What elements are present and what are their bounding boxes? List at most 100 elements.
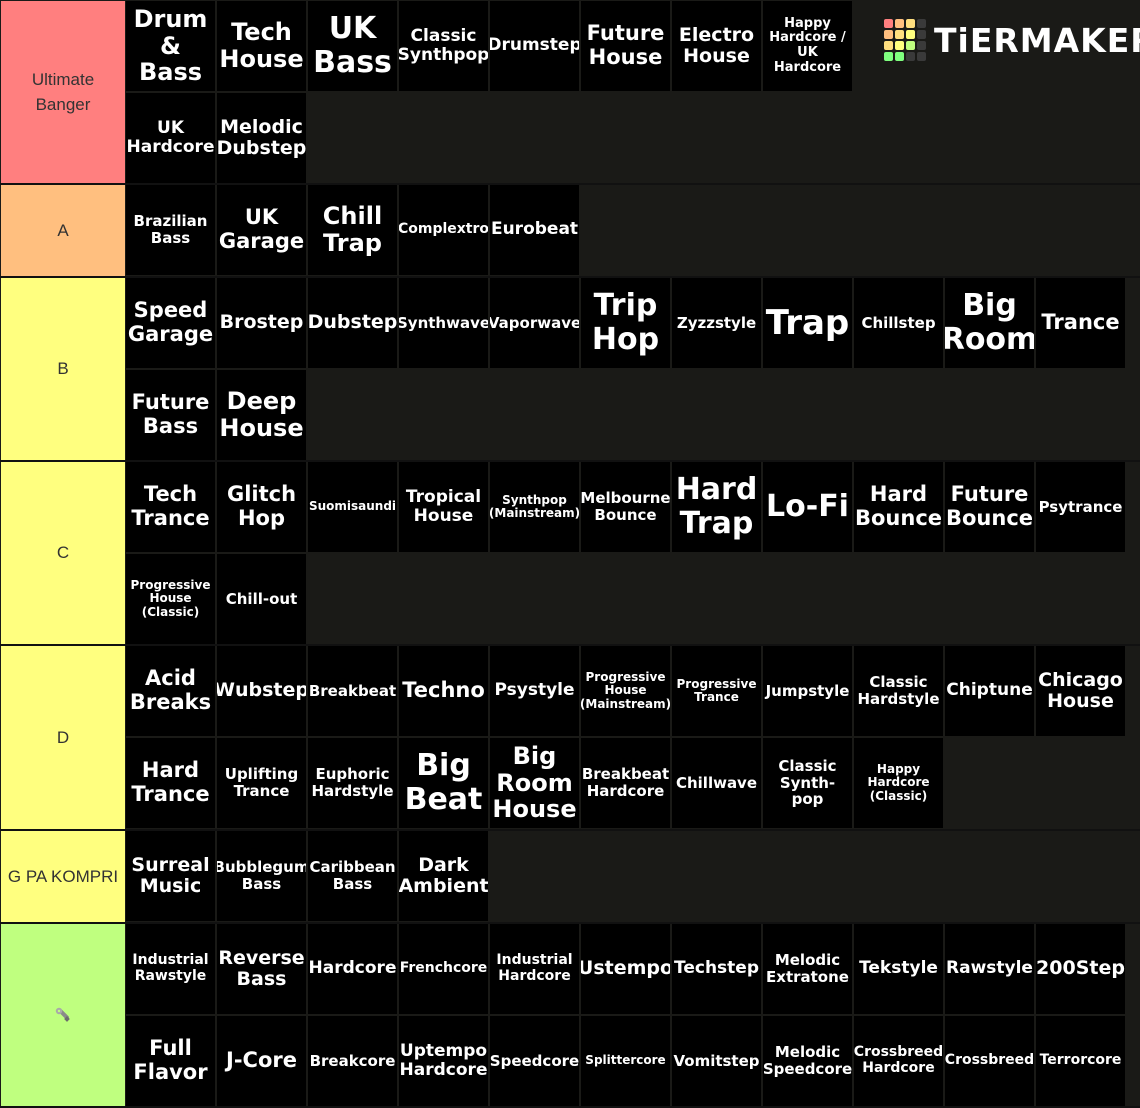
tier-item-tile[interactable]: Future House	[581, 1, 670, 91]
tier-item-tile[interactable]: Tropical House	[399, 462, 488, 552]
tier-item-tile[interactable]: Dark Ambient	[399, 831, 488, 921]
tier-item-tile[interactable]: Breakcore	[308, 1016, 397, 1106]
tier-item-tile[interactable]: Frenchcore	[399, 924, 488, 1014]
tier-item-tile[interactable]: Hard Trap	[672, 462, 761, 552]
tier-item-tile[interactable]: Eurobeat	[490, 185, 579, 275]
tier-item-label: Jumpstyle	[765, 681, 850, 700]
tier-item-tile[interactable]: Complextro	[399, 185, 488, 275]
tier-item-tile[interactable]: Techno	[399, 646, 488, 736]
tier-item-tile[interactable]: Trip Hop	[581, 278, 670, 368]
tier-item-tile[interactable]: Acid Breaks	[126, 646, 215, 736]
tier-item-tile[interactable]: Classic Synthpop	[399, 1, 488, 91]
tier-item-tile[interactable]: Happy Hardcore (Classic)	[854, 738, 943, 828]
tier-item-tile[interactable]: Melbourne Bounce	[581, 462, 670, 552]
tier-item-tile[interactable]: Vomitstep	[672, 1016, 761, 1106]
tier-item-tile[interactable]: Big Beat	[399, 738, 488, 828]
tier-item-tile[interactable]: Industrial Rawstyle	[126, 924, 215, 1014]
tier-item-tile[interactable]: UK Bass	[308, 1, 397, 91]
tier-item-tile[interactable]: Glitch Hop	[217, 462, 306, 552]
tier-item-tile[interactable]: Caribbean Bass	[308, 831, 397, 921]
tier-item-tile[interactable]: Crossbreed	[945, 1016, 1034, 1106]
tier-item-tile[interactable]: Melodic Speedcore	[763, 1016, 852, 1106]
tier-item-tile[interactable]: Techstep	[672, 924, 761, 1014]
tier-item-tile[interactable]: Progressive House (Classic)	[126, 554, 215, 644]
tier-item-tile[interactable]: Hard Trance	[126, 738, 215, 828]
tier-item-tile[interactable]: Melodic Dubstep	[217, 93, 306, 183]
tier-item-tile[interactable]: Brostep	[217, 278, 306, 368]
tier-item-tile[interactable]: Breakbeat Hardcore	[581, 738, 670, 828]
tier-item-tile[interactable]: Euphoric Hardstyle	[308, 738, 397, 828]
tier-item-tile[interactable]: Suomisaundi	[308, 462, 397, 552]
tier-item-tile[interactable]: Deep House	[217, 370, 306, 460]
tier-item-tile[interactable]: Classic Hardstyle	[854, 646, 943, 736]
tier-item-tile[interactable]: Chiptune	[945, 646, 1034, 736]
tier-item-tile[interactable]: Uplifting Trance	[217, 738, 306, 828]
tier-item-tile[interactable]: Future Bass	[126, 370, 215, 460]
tier-item-tile[interactable]: Jumpstyle	[763, 646, 852, 736]
logo-grid-cell	[884, 41, 893, 50]
tier-item-tile[interactable]: Ustempo	[581, 924, 670, 1014]
tier-label-ultimate-banger: Ultimate Banger	[1, 1, 125, 183]
tier-item-tile[interactable]: 200Step	[1036, 924, 1125, 1014]
tier-item-tile[interactable]: UK Hardcore	[126, 93, 215, 183]
tier-item-tile[interactable]: Speedcore	[490, 1016, 579, 1106]
tier-item-tile[interactable]: Progressive House (Mainstream)	[581, 646, 670, 736]
tier-item-tile[interactable]: Uptempo Hardcore	[399, 1016, 488, 1106]
tier-item-tile[interactable]: Breakbeat	[308, 646, 397, 736]
tier-item-tile[interactable]: Bubblegum Bass	[217, 831, 306, 921]
tier-separator	[0, 276, 1140, 278]
tier-item-tile[interactable]: Full Flavor	[126, 1016, 215, 1106]
tier-item-tile[interactable]: Melodic Extratone	[763, 924, 852, 1014]
tier-item-tile[interactable]: Psystyle	[490, 646, 579, 736]
tier-item-tile[interactable]: Chicago House	[1036, 646, 1125, 736]
tier-item-tile[interactable]: Hard Bounce	[854, 462, 943, 552]
tier-item-tile[interactable]: Vaporwave	[490, 278, 579, 368]
tier-item-tile[interactable]: UK Garage	[217, 185, 306, 275]
tier-item-label: Future Bounce	[945, 482, 1034, 530]
tier-item-tile[interactable]: Splittercore	[581, 1016, 670, 1106]
tier-item-tile[interactable]: Zyzzstyle	[672, 278, 761, 368]
tier-item-tile[interactable]: Synthwave	[399, 278, 488, 368]
logo-grid-cell	[917, 19, 926, 28]
logo-grid-cell	[906, 19, 915, 28]
tier-item-tile[interactable]: Trance	[1036, 278, 1125, 368]
tier-item-tile[interactable]: Big Room House	[490, 738, 579, 828]
tier-item-tile[interactable]: Electro House	[672, 1, 761, 91]
tier-item-tile[interactable]: Speed Garage	[126, 278, 215, 368]
tier-item-tile[interactable]: Drum & Bass	[126, 1, 215, 91]
tier-item-tile[interactable]: Chillwave	[672, 738, 761, 828]
tier-item-tile[interactable]: Rawstyle	[945, 924, 1034, 1014]
tier-item-tile[interactable]: Tech House	[217, 1, 306, 91]
tier-item-tile[interactable]: Wubstep	[217, 646, 306, 736]
tier-item-label: Big Room	[945, 288, 1034, 357]
tier-item-tile[interactable]: Dubstep	[308, 278, 397, 368]
tier-item-tile[interactable]: Industrial Hardcore	[490, 924, 579, 1014]
tier-item-tile[interactable]: Surreal Music	[126, 831, 215, 921]
tier-item-tile[interactable]: Chill Trap	[308, 185, 397, 275]
tier-item-tile[interactable]: Trap	[763, 278, 852, 368]
tier-item-tile[interactable]: Classic Synth-pop	[763, 738, 852, 828]
tier-item-tile[interactable]: Happy Hardcore / UK Hardcore	[763, 1, 852, 91]
tier-item-tile[interactable]: Brazilian Bass	[126, 185, 215, 275]
tier-item-tile[interactable]: Drumstep	[490, 1, 579, 91]
tier-item-tile[interactable]: Reverse Bass	[217, 924, 306, 1014]
tier-item-tile[interactable]: Chillstep	[854, 278, 943, 368]
tier-item-tile[interactable]: Psytrance	[1036, 462, 1125, 552]
tier-item-tile[interactable]: Progressive Trance	[672, 646, 761, 736]
tier-item-tile[interactable]: Tekstyle	[854, 924, 943, 1014]
tier-item-tile[interactable]: Chill-out	[217, 554, 306, 644]
tier-item-label: Chill-out	[225, 589, 298, 608]
logo-grid-cell	[884, 19, 893, 28]
tier-item-label: Crossbreed	[945, 1052, 1034, 1069]
logo-grid-cell	[895, 19, 904, 28]
tier-item-tile[interactable]: Hardcore	[308, 924, 397, 1014]
tier-item-tile[interactable]: Big Room	[945, 278, 1034, 368]
tier-item-tile[interactable]: Future Bounce	[945, 462, 1034, 552]
tier-label-d: D	[1, 646, 125, 829]
tier-item-tile[interactable]: Lo-Fi	[763, 462, 852, 552]
tier-item-tile[interactable]: Tech Trance	[126, 462, 215, 552]
tier-item-tile[interactable]: Crossbreed Hardcore	[854, 1016, 943, 1106]
tier-item-tile[interactable]: J-Core	[217, 1016, 306, 1106]
tier-item-tile[interactable]: Synthpop (Mainstream)	[490, 462, 579, 552]
tier-item-tile[interactable]: Terrorcore	[1036, 1016, 1125, 1106]
